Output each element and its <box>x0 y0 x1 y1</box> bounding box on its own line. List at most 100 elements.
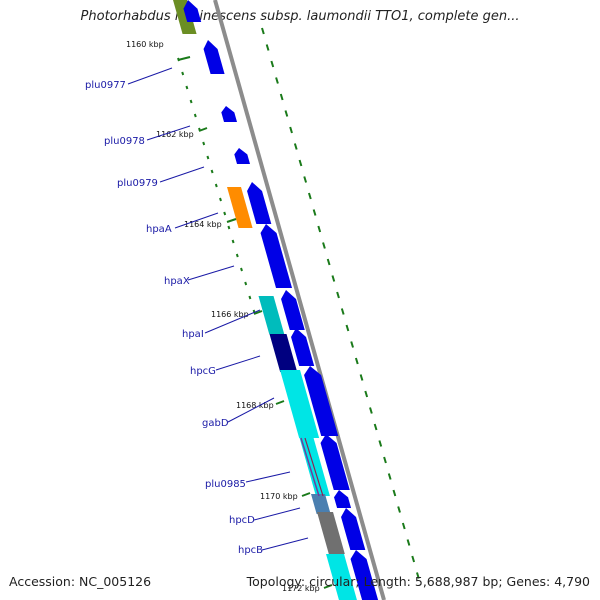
cds-arrow <box>304 366 339 436</box>
tick-mark <box>240 267 243 272</box>
tick-mark <box>279 93 284 101</box>
kbp-ticks: 1160 kbp 1162 kbp 1164 kbp 1166 kbp 1168 kbp… <box>126 40 333 593</box>
tick-mark <box>354 357 359 365</box>
feature-bar <box>258 296 285 334</box>
gene-labels: plu0977 plu0978 plu0979 hpaA hpaX hpaI hpcG gab… <box>85 67 309 556</box>
feature-bar <box>173 0 197 34</box>
gene-label-hpcD: hpcD <box>229 515 255 526</box>
kbp-tick <box>323 584 333 589</box>
kbp-tick <box>253 310 263 315</box>
gene-label-plu0977: plu0977 <box>85 80 126 91</box>
tick-mark <box>231 239 235 244</box>
tick-mark <box>336 291 340 299</box>
cds-arrow <box>334 490 352 508</box>
gene-label-hpcG: hpcG <box>190 366 216 377</box>
gene-leader-line <box>245 471 291 483</box>
gene-label-plu0979: plu0979 <box>117 178 158 189</box>
gene-leader-line <box>227 397 275 423</box>
tick-mark <box>322 242 326 249</box>
feature-bar <box>326 554 357 600</box>
tick-mark <box>317 225 322 233</box>
tick-mark <box>293 143 298 150</box>
kbp-label: 1162 kbp <box>156 130 194 139</box>
tick-mark <box>223 211 227 216</box>
feature-bar <box>311 494 331 514</box>
cds-arrow <box>350 550 379 600</box>
gene-label-plu0978: plu0978 <box>104 136 145 147</box>
tick-mark <box>387 473 392 480</box>
feature-marker <box>300 437 320 497</box>
tick-mark <box>383 456 387 464</box>
tick-mark <box>326 258 331 266</box>
tick-mark <box>265 44 270 51</box>
cds-arrow <box>183 0 202 22</box>
accession-text: Accession: NC_005126 <box>9 574 152 589</box>
tick-mark <box>289 126 293 134</box>
tick-mark <box>359 374 364 381</box>
tick-mark <box>235 253 239 258</box>
inner-tick-track <box>177 57 256 314</box>
gene-label-gabD: gabD <box>202 418 229 429</box>
feature-marker <box>304 437 324 497</box>
gene-leader-line <box>261 537 309 551</box>
topology-summary: Topology: circular; Length: 5,688,987 bp… <box>246 574 590 589</box>
tick-mark <box>214 183 218 188</box>
tick-mark <box>378 440 383 447</box>
gene-leader-line <box>159 166 205 183</box>
cds-arrow <box>260 224 293 288</box>
tick-mark <box>392 489 397 497</box>
feature-track <box>173 0 357 600</box>
cds-arrow <box>203 40 225 74</box>
tick-mark <box>373 423 378 431</box>
tick-mark <box>411 555 416 563</box>
gene-label-hpaA: hpaA <box>146 224 172 235</box>
tick-mark <box>248 295 252 300</box>
gene-label-hpcB: hpcB <box>238 545 263 556</box>
cds-arrow <box>291 328 315 366</box>
gene-leader-line <box>187 265 235 281</box>
tick-mark <box>416 572 420 579</box>
gene-leader-line <box>215 355 261 371</box>
cds-track <box>183 0 379 600</box>
feature-bar <box>299 436 330 496</box>
tick-mark <box>312 209 317 216</box>
gene-leader-line <box>146 125 191 141</box>
feature-bar <box>317 512 345 554</box>
tick-mark <box>227 225 231 230</box>
tick-mark <box>406 539 411 546</box>
kbp-label: 1160 kbp <box>126 40 164 49</box>
tick-mark <box>345 324 350 332</box>
cds-arrow <box>247 182 272 224</box>
tick-mark <box>189 99 193 104</box>
tick-mark <box>364 390 369 398</box>
kbp-tick <box>301 492 311 497</box>
cds-arrow <box>281 290 305 330</box>
kbp-tick <box>198 127 208 132</box>
tick-mark <box>401 522 406 530</box>
kbp-label: 1172 kbp <box>282 584 320 593</box>
tick-mark <box>210 169 214 174</box>
gene-leader-line <box>174 212 219 229</box>
cds-arrow <box>320 434 350 490</box>
tick-mark <box>181 71 185 76</box>
tick-mark <box>202 141 206 146</box>
kbp-label: 1166 kbp <box>211 310 249 319</box>
tick-mark <box>303 176 308 183</box>
tick-mark <box>275 77 279 84</box>
tick-mark <box>185 85 189 90</box>
tick-mark <box>206 155 210 160</box>
kbp-tick <box>226 218 237 223</box>
gene-label-hpaI: hpaI <box>182 329 204 340</box>
backbone-line <box>213 0 386 600</box>
kbp-label: 1164 kbp <box>184 220 222 229</box>
tick-mark <box>369 407 373 414</box>
kbp-tick <box>177 56 191 61</box>
feature-bar <box>280 370 320 438</box>
cds-arrow <box>341 508 366 550</box>
tick-mark <box>298 159 303 167</box>
tick-mark <box>261 27 265 35</box>
feature-bar <box>269 334 298 372</box>
cds-arrow <box>221 106 238 122</box>
outer-tick-track <box>261 27 420 579</box>
gene-label-hpaX: hpaX <box>164 276 190 287</box>
